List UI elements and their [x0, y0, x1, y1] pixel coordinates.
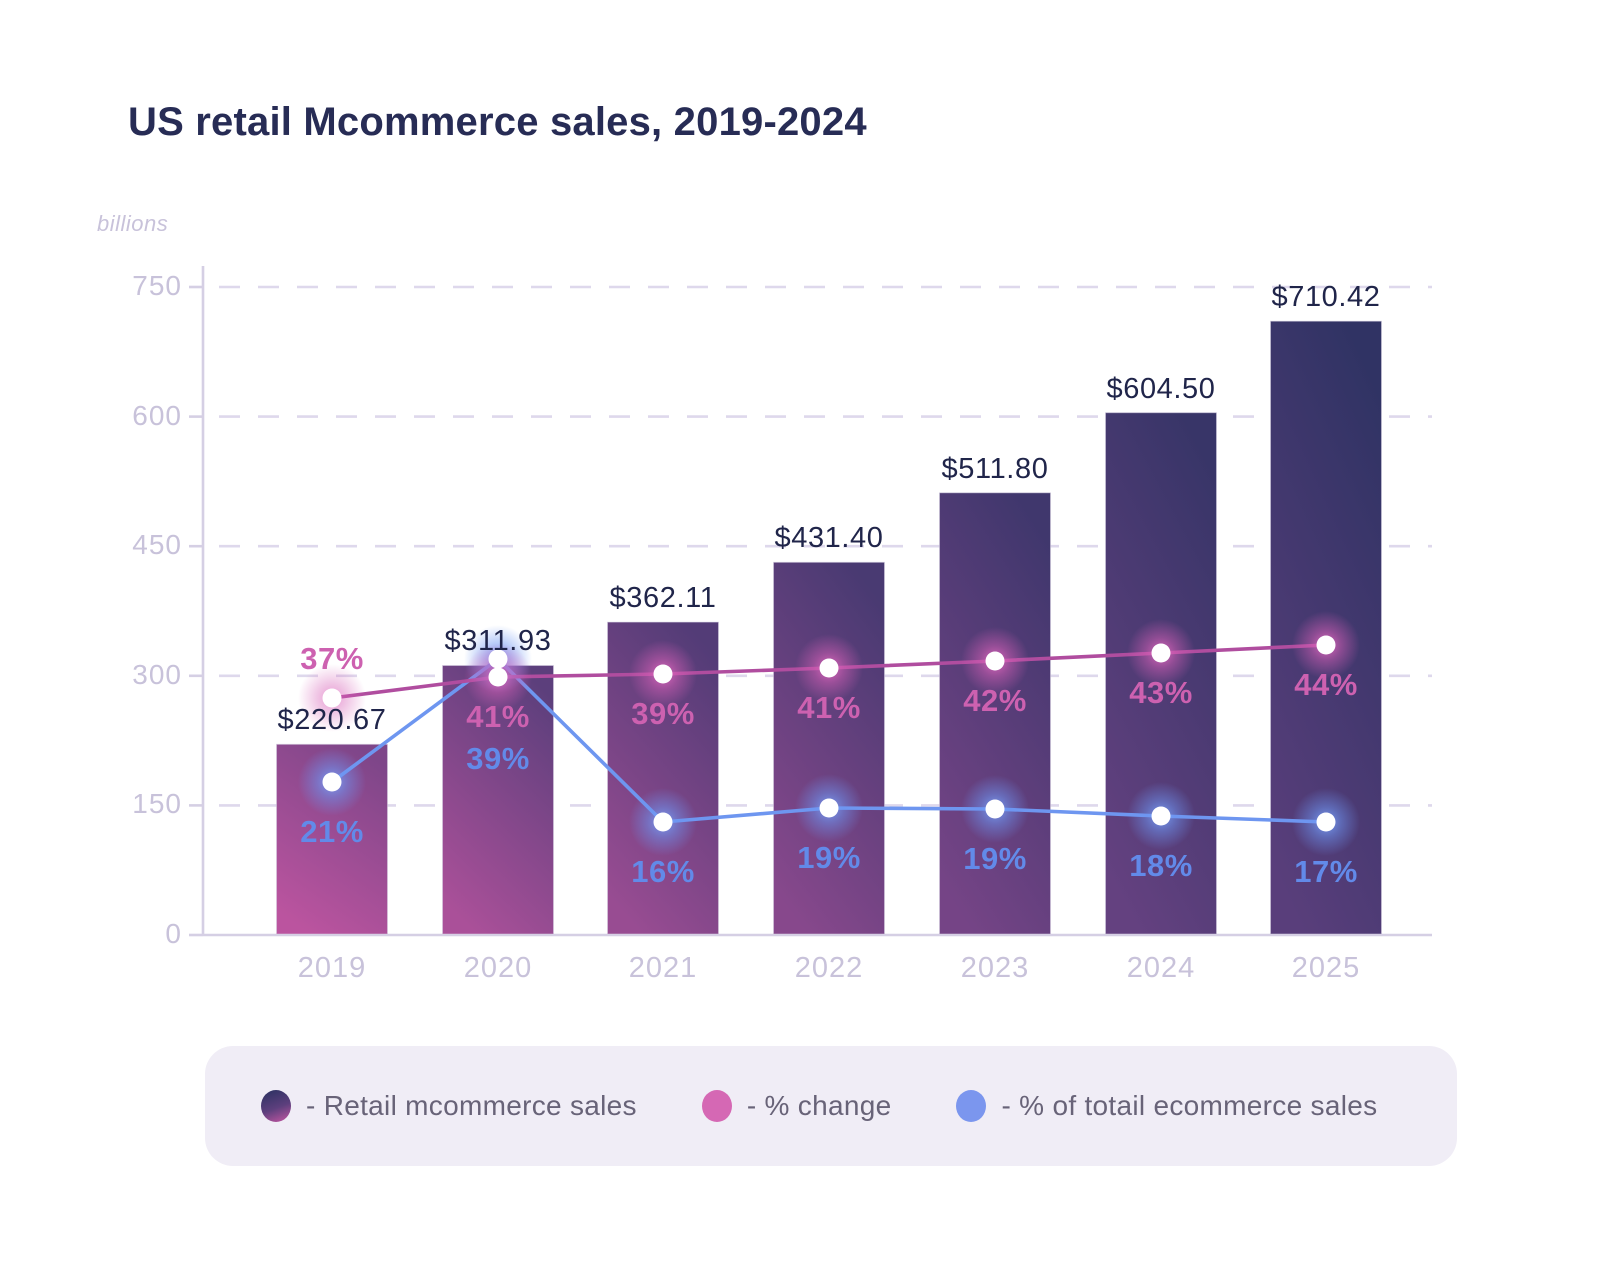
- pct-total-label: 19%: [963, 841, 1027, 876]
- pct-change-label: 37%: [300, 641, 364, 676]
- pct-change-point: [322, 688, 342, 708]
- pct-total-point: [488, 649, 508, 669]
- pct-total-point: [1316, 812, 1336, 832]
- pct-total-label: 17%: [1294, 854, 1358, 889]
- pct-change-point: [488, 667, 508, 687]
- x-axis-label-2024: 2024: [1126, 952, 1196, 984]
- x-axis-label-2022: 2022: [794, 952, 864, 984]
- pct-change-point: [1316, 635, 1336, 655]
- pct-total-label: 18%: [1129, 848, 1193, 883]
- pct-total-point: [322, 772, 342, 792]
- pct-total-label: 19%: [797, 840, 861, 875]
- legend: - Retail mcommerce sales - % change - % …: [205, 1046, 1457, 1166]
- pct-change-label: 44%: [1294, 667, 1358, 702]
- pct-change-point: [985, 651, 1005, 671]
- pct-change-label: 43%: [1129, 675, 1193, 710]
- legend-label: - % of totail ecommerce sales: [1001, 1090, 1378, 1121]
- legend-label: - % change: [746, 1090, 892, 1121]
- bar-value-label: $710.42: [1271, 281, 1381, 314]
- bar-series-swatch-icon: [261, 1090, 291, 1122]
- legend-item-mcommerce-sales: - Retail mcommerce sales: [261, 1090, 637, 1122]
- x-axis-label-2025: 2025: [1291, 952, 1361, 984]
- legend-item-pct-total-ecommerce: - % of totail ecommerce sales: [956, 1090, 1377, 1122]
- pct-total-label: 39%: [466, 741, 530, 776]
- legend-item-pct-change: - % change: [701, 1090, 892, 1122]
- pct-total-swatch-icon: [956, 1090, 987, 1122]
- y-axis-unit-label: billions: [97, 211, 169, 236]
- y-axis-label-600: 600: [132, 399, 182, 431]
- x-axis-label-2021: 2021: [628, 952, 698, 984]
- x-axis-label-2023: 2023: [960, 952, 1030, 984]
- bar-2023: [939, 492, 1051, 935]
- pct-total-point: [819, 798, 839, 818]
- pct-change-label: 41%: [797, 690, 861, 725]
- pct-total-point: [1151, 806, 1171, 826]
- y-axis-label-0: 0: [165, 918, 182, 949]
- pct-change-label: 41%: [466, 699, 530, 734]
- y-axis-label-750: 750: [132, 270, 182, 301]
- legend-label: - Retail mcommerce sales: [306, 1090, 637, 1121]
- chart-title: US retail Mcommerce sales, 2019-2024: [128, 100, 867, 144]
- pct-change-label: 39%: [631, 696, 695, 731]
- bar-2022: [773, 561, 885, 935]
- pct-change-label: 42%: [963, 683, 1027, 718]
- pct-change-point: [819, 658, 839, 678]
- x-axis-label-2019: 2019: [297, 952, 367, 984]
- y-axis-label-450: 450: [132, 529, 182, 561]
- pct-total-label: 16%: [631, 854, 695, 889]
- bar-value-label: $362.11: [609, 582, 717, 615]
- bar-value-label: $431.40: [774, 522, 884, 555]
- x-axis-label-2020: 2020: [463, 952, 533, 984]
- pct-change-point: [1151, 643, 1171, 663]
- bar-value-label: $511.80: [941, 452, 1049, 485]
- pct-total-point: [653, 812, 673, 832]
- y-axis-label-300: 300: [132, 658, 182, 690]
- pct-change-point: [653, 664, 673, 684]
- y-axis-label-150: 150: [132, 788, 182, 820]
- pct-total-label: 21%: [300, 814, 364, 849]
- bar-value-label: $220.67: [277, 704, 387, 737]
- pct-change-swatch-icon: [701, 1090, 732, 1122]
- pct-total-point: [985, 799, 1005, 819]
- bar-value-label: $311.93: [444, 625, 552, 658]
- bar-value-label: $604.50: [1106, 372, 1216, 405]
